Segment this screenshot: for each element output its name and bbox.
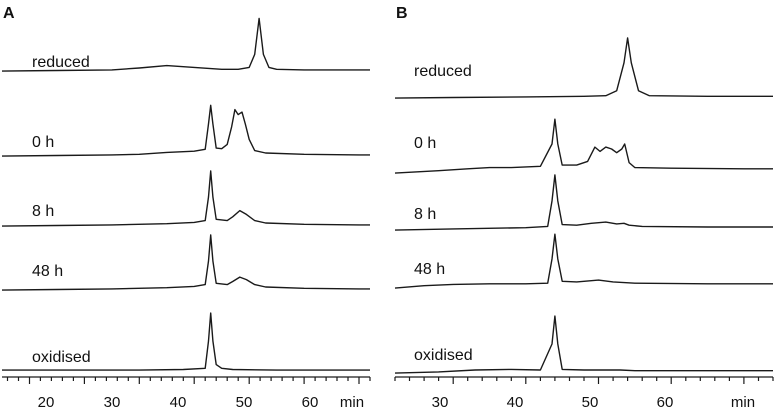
trace-label-0h: 0 h [414,135,436,152]
trace-label-48h: 48 h [32,263,63,280]
panel-a: A reduced 0 h 8 h 48 h oxidised 20 30 40… [1,5,371,411]
trace-label-reduced: reduced [32,54,90,71]
trace-label-reduced: reduced [414,63,472,80]
trace-line-reduced [394,37,773,99]
trace-line-8h [1,170,370,227]
trace-line-0h [394,118,773,174]
trace-line-oxidised [2,312,370,371]
trace-line-0h [1,104,370,157]
panel-letter-b: B [396,5,408,22]
panel-letter-a: A [3,5,15,22]
trace-label-8h: 8 h [414,206,436,223]
traces-b [394,37,773,374]
tick-label-a-30: 30 [104,394,121,411]
panel-b: B reduced 0 h 8 h 48 h oxidised 30 40 50… [394,5,774,411]
trace-label-oxidised: oxidised [414,347,473,364]
tick-label-a-20: 20 [38,394,55,411]
tick-label-b-60: 60 [657,394,674,411]
traces-a [1,17,370,371]
tick-label-b-40: 40 [507,394,524,411]
tick-label-b-50: 50 [582,394,599,411]
trace-label-oxidised: oxidised [32,349,91,366]
trace-line-48h [394,233,773,289]
ticks-b [394,377,774,384]
tick-label-b-30: 30 [432,394,449,411]
trace-label-8h: 8 h [32,203,54,220]
tick-label-a-50: 50 [236,394,253,411]
trace-label-48h: 48 h [414,261,445,278]
trace-line-8h [394,174,773,231]
trace-line-oxidised [394,315,773,374]
trace-label-0h: 0 h [32,134,54,151]
tick-label-a-40: 40 [170,394,187,411]
trace-line-48h [1,234,370,291]
trace-line-reduced [1,17,370,72]
tick-label-a-60: 60 [302,394,319,411]
x-axis-unit-b: min [731,394,755,411]
ticks-a [6,377,371,384]
x-axis-unit-a: min [340,394,364,411]
